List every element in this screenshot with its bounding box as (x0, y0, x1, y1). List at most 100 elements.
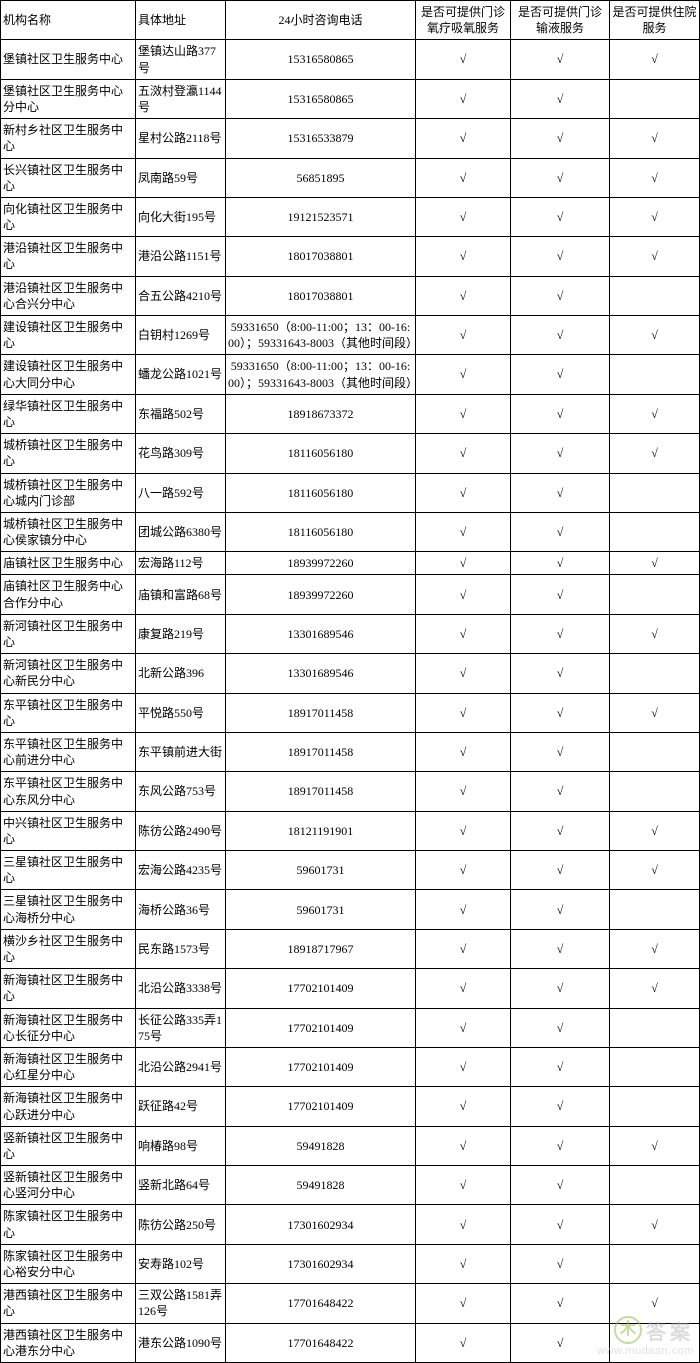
cell-name: 中兴镇社区卫生服务中心 (1, 811, 136, 850)
table-row: 向化镇社区卫生服务中心向化大街195号19121523571√√√ (1, 197, 700, 236)
cell-address: 海桥公路36号 (136, 890, 226, 929)
cell-check-c1: √ (416, 614, 511, 653)
cell-phone: 59331650（8:00-11:00；13：00-16:00）；5933164… (226, 316, 416, 355)
cell-name: 陈家镇社区卫生服务中心裕安分中心 (1, 1244, 136, 1283)
table-row: 港西镇社区卫生服务中心港东分中心港东公路1090号17701648422√√ (1, 1323, 700, 1362)
cell-check-c3: √ (610, 119, 700, 158)
table-row: 新海镇社区卫生服务中心长征分中心长征公路335弄175号17702101409√… (1, 1008, 700, 1047)
cell-name: 新河镇社区卫生服务中心 (1, 614, 136, 653)
cell-check-c2: √ (511, 890, 610, 929)
cell-name: 港西镇社区卫生服务中心港东分中心 (1, 1323, 136, 1362)
cell-address: 东福路502号 (136, 394, 226, 433)
cell-check-c1: √ (416, 394, 511, 433)
cell-check-c2: √ (511, 1284, 610, 1323)
cell-address: 北沿公路2941号 (136, 1047, 226, 1086)
cell-check-c3: √ (610, 237, 700, 276)
cell-address: 安寿路102号 (136, 1244, 226, 1283)
cell-name: 陈家镇社区卫生服务中心 (1, 1205, 136, 1244)
table-row: 城桥镇社区卫生服务中心侯家镇分中心团城公路6380号18116056180√√ (1, 512, 700, 551)
cell-check-c3 (610, 1087, 700, 1126)
cell-phone: 59331650（8:00-11:00；13：00-16:00）；5933164… (226, 355, 416, 394)
cell-name: 竖新镇社区卫生服务中心竖河分中心 (1, 1166, 136, 1205)
cell-phone: 59491828 (226, 1126, 416, 1165)
cell-check-c2: √ (511, 237, 610, 276)
cell-check-c2: √ (511, 434, 610, 473)
cell-check-c2: √ (511, 654, 610, 693)
table-row: 堡镇社区卫生服务中心分中心五滧村登瀛1144号15316580865√√ (1, 79, 700, 118)
cell-check-c3: √ (610, 552, 700, 575)
cell-check-c2: √ (511, 197, 610, 236)
cell-address: 堡镇达山路377号 (136, 40, 226, 79)
cell-check-c2: √ (511, 355, 610, 394)
cell-phone: 59601731 (226, 890, 416, 929)
cell-name: 庙镇社区卫生服务中心 (1, 552, 136, 575)
cell-name: 城桥镇社区卫生服务中心城内门诊部 (1, 473, 136, 512)
cell-check-c3 (610, 1323, 700, 1362)
health-service-table: 机构名称 具体地址 24小时咨询电话 是否可提供门诊氧疗吸氧服务 是否可提供门诊… (0, 0, 700, 1363)
cell-name: 建设镇社区卫生服务中心大同分中心 (1, 355, 136, 394)
cell-check-c1: √ (416, 1205, 511, 1244)
cell-check-c3: √ (610, 811, 700, 850)
table-row: 陈家镇社区卫生服务中心陈彷公路250号17301602934√√√ (1, 1205, 700, 1244)
cell-name: 堡镇社区卫生服务中心 (1, 40, 136, 79)
cell-check-c2: √ (511, 693, 610, 732)
table-row: 三星镇社区卫生服务中心宏海公路4235号59601731√√√ (1, 851, 700, 890)
cell-address: 宏海公路4235号 (136, 851, 226, 890)
table-row: 庙镇社区卫生服务中心合作分中心庙镇和富路68号18939972260√√ (1, 575, 700, 614)
cell-name: 新河镇社区卫生服务中心新民分中心 (1, 654, 136, 693)
cell-name: 新村乡社区卫生服务中心 (1, 119, 136, 158)
cell-phone: 13301689546 (226, 614, 416, 653)
cell-check-c1: √ (416, 1166, 511, 1205)
cell-check-c3 (610, 1047, 700, 1086)
cell-name: 新海镇社区卫生服务中心 (1, 969, 136, 1008)
table-row: 竖新镇社区卫生服务中心响椿路98号59491828√√√ (1, 1126, 700, 1165)
cell-phone: 18116056180 (226, 434, 416, 473)
cell-phone: 56851895 (226, 158, 416, 197)
cell-address: 花鸟路309号 (136, 434, 226, 473)
cell-phone: 15316580865 (226, 40, 416, 79)
cell-name: 港西镇社区卫生服务中心 (1, 1284, 136, 1323)
table-row: 新海镇社区卫生服务中心红星分中心北沿公路2941号17702101409√√ (1, 1047, 700, 1086)
col-header-phone: 24小时咨询电话 (226, 1, 416, 40)
cell-check-c2: √ (511, 119, 610, 158)
cell-check-c1: √ (416, 811, 511, 850)
cell-check-c3: √ (610, 614, 700, 653)
cell-phone: 18939972260 (226, 552, 416, 575)
cell-name: 三星镇社区卫生服务中心海桥分中心 (1, 890, 136, 929)
cell-check-c1: √ (416, 40, 511, 79)
cell-check-c1: √ (416, 851, 511, 890)
cell-check-c3 (610, 772, 700, 811)
cell-phone: 17301602934 (226, 1205, 416, 1244)
cell-check-c2: √ (511, 158, 610, 197)
cell-phone: 17301602934 (226, 1244, 416, 1283)
cell-phone: 15316533879 (226, 119, 416, 158)
cell-phone: 17702101409 (226, 1047, 416, 1086)
cell-check-c1: √ (416, 119, 511, 158)
table-row: 三星镇社区卫生服务中心海桥分中心海桥公路36号59601731√√ (1, 890, 700, 929)
cell-address: 东平镇前进大街 (136, 732, 226, 771)
cell-check-c2: √ (511, 811, 610, 850)
cell-phone: 18017038801 (226, 237, 416, 276)
col-header-oxygen: 是否可提供门诊氧疗吸氧服务 (416, 1, 511, 40)
cell-phone: 18017038801 (226, 276, 416, 315)
cell-check-c1: √ (416, 575, 511, 614)
cell-address: 康复路219号 (136, 614, 226, 653)
cell-check-c3 (610, 79, 700, 118)
col-header-name: 机构名称 (1, 1, 136, 40)
cell-address: 合五公路4210号 (136, 276, 226, 315)
cell-phone: 19121523571 (226, 197, 416, 236)
cell-check-c1: √ (416, 552, 511, 575)
cell-phone: 17701648422 (226, 1284, 416, 1323)
table-header-row: 机构名称 具体地址 24小时咨询电话 是否可提供门诊氧疗吸氧服务 是否可提供门诊… (1, 1, 700, 40)
table-row: 庙镇社区卫生服务中心宏海路112号18939972260√√√ (1, 552, 700, 575)
cell-address: 港沿公路1151号 (136, 237, 226, 276)
cell-phone: 15316580865 (226, 79, 416, 118)
col-header-infusion: 是否可提供门诊输液服务 (511, 1, 610, 40)
cell-name: 城桥镇社区卫生服务中心 (1, 434, 136, 473)
cell-phone: 18917011458 (226, 772, 416, 811)
cell-check-c1: √ (416, 158, 511, 197)
cell-check-c1: √ (416, 1126, 511, 1165)
cell-check-c1: √ (416, 969, 511, 1008)
cell-check-c3 (610, 355, 700, 394)
cell-name: 长兴镇社区卫生服务中心 (1, 158, 136, 197)
